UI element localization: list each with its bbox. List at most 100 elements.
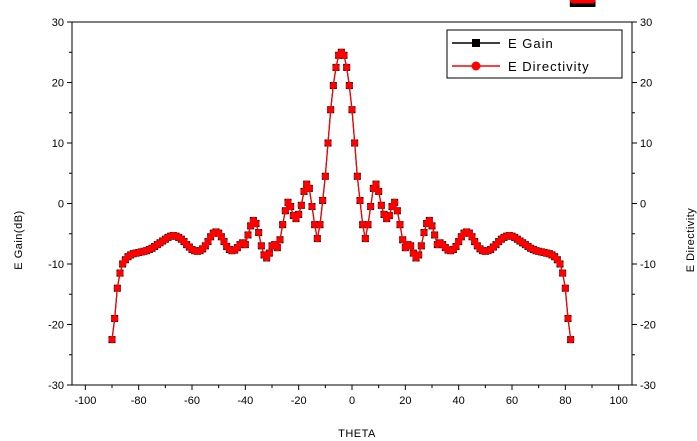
y-tick-label: -20	[48, 320, 64, 332]
data-point	[417, 242, 425, 250]
y2-axis-title: E Directivity	[685, 208, 697, 273]
y-tick-label: -30	[48, 380, 64, 392]
data-point	[332, 63, 340, 71]
data-point	[364, 221, 372, 229]
data-point	[311, 221, 319, 229]
data-point	[340, 51, 348, 59]
y2-tick-label: -30	[640, 380, 656, 392]
data-point	[252, 219, 260, 228]
data-point	[396, 221, 404, 229]
y-tick-label: 20	[52, 78, 64, 90]
data-point	[588, 0, 596, 4]
data-point	[425, 216, 433, 225]
data-point	[351, 139, 359, 147]
data-point	[297, 201, 305, 209]
data-point	[399, 236, 407, 244]
data-point	[356, 196, 364, 205]
data-point	[375, 187, 383, 195]
data-point	[113, 284, 121, 292]
data-point	[255, 228, 263, 237]
legend-label-gain: E Gain	[508, 36, 554, 51]
y2-tick-label: 10	[640, 138, 652, 150]
data-point	[300, 187, 308, 195]
data-point	[316, 221, 324, 229]
data-point	[276, 236, 284, 244]
data-point	[564, 314, 572, 323]
data-point	[407, 242, 415, 250]
data-point	[353, 172, 361, 180]
data-point	[348, 106, 356, 114]
data-point	[324, 139, 332, 147]
y-axis-title: E Gain(dB)	[13, 210, 25, 269]
y-axis-left: -30 -20 -10 0 10 20 30	[48, 17, 72, 392]
y2-tick-label: 0	[640, 199, 646, 211]
data-point	[329, 81, 337, 90]
data-point	[265, 249, 273, 257]
data-point	[343, 63, 351, 71]
data-point	[361, 234, 369, 243]
x-tick-label: -40	[237, 395, 253, 407]
data-point	[420, 228, 428, 237]
data-point	[372, 180, 380, 188]
x-tick-label: -60	[184, 395, 200, 407]
data-point	[273, 244, 281, 252]
data-point	[244, 231, 252, 239]
data-point	[561, 284, 569, 292]
data-point	[428, 222, 436, 230]
x-tick-label: -20	[291, 395, 307, 407]
data-point	[385, 212, 393, 220]
data-point	[319, 196, 327, 205]
plot-area	[108, 0, 596, 344]
data-point	[305, 184, 313, 192]
data-point	[313, 234, 321, 243]
x-tick-label: -80	[131, 395, 147, 407]
data-point	[308, 202, 316, 211]
y-tick-label: 30	[52, 17, 64, 29]
data-point	[108, 336, 116, 344]
data-point	[556, 260, 564, 268]
legend-label-directivity: E Directivity	[508, 59, 590, 74]
data-point	[567, 336, 575, 344]
data-point	[287, 202, 295, 211]
data-point	[431, 231, 439, 239]
data-point	[377, 201, 385, 209]
y2-tick-label: 30	[640, 17, 652, 29]
data-point	[327, 106, 335, 114]
data-point	[257, 242, 265, 250]
legend-marker-gain	[472, 39, 480, 47]
y-tick-label: 10	[52, 138, 64, 150]
data-point	[111, 314, 119, 323]
y-axis-right: -30 -20 -10 0 10 20 30	[632, 17, 656, 392]
series-directivity	[108, 0, 596, 344]
data-point	[241, 241, 249, 249]
data-point	[359, 221, 367, 229]
y2-tick-label: 20	[640, 78, 652, 90]
data-point	[295, 210, 303, 218]
x-tick-label: 20	[399, 395, 411, 407]
x-tick-label: 100	[609, 395, 627, 407]
data-point	[415, 251, 423, 259]
x-axis-title: THETA	[338, 428, 376, 440]
x-tick-label: 0	[349, 395, 355, 407]
y2-tick-label: -20	[640, 320, 656, 332]
data-point	[367, 202, 375, 211]
legend: E Gain E Directivity	[446, 29, 623, 79]
x-tick-label: 80	[559, 395, 571, 407]
y-tick-label: -10	[48, 259, 64, 271]
data-point	[321, 172, 329, 180]
x-axis: -100 -80 -60 -40 -20 0 20 40 60 80 100	[74, 385, 628, 407]
data-point	[116, 269, 124, 277]
x-tick-label: 60	[506, 395, 518, 407]
data-point	[559, 269, 567, 277]
data-point	[345, 81, 353, 90]
y-tick-label: 0	[58, 199, 64, 211]
data-point	[393, 207, 401, 215]
data-point	[391, 198, 399, 206]
data-point	[281, 207, 289, 215]
data-point	[279, 221, 287, 229]
x-tick-label: 40	[453, 395, 465, 407]
legend-marker-directivity	[471, 61, 481, 71]
y2-tick-label: -10	[640, 259, 656, 271]
x-tick-label: -100	[74, 395, 96, 407]
